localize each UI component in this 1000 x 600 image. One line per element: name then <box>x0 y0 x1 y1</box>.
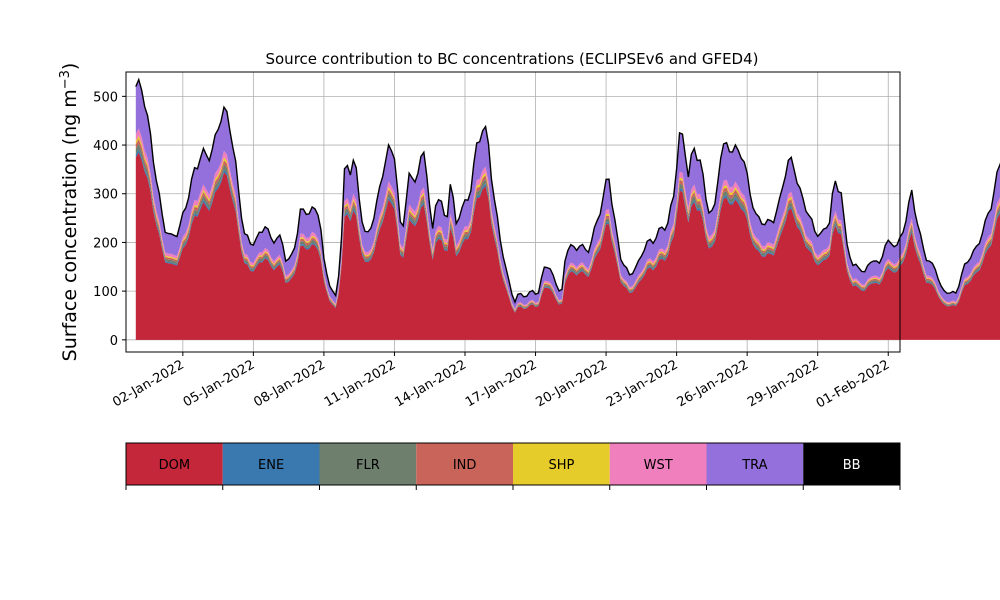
x-tick-label: 02-Jan-2022 <box>110 357 187 410</box>
legend-label-tra: TRA <box>741 458 767 473</box>
x-tick-label: 26-Jan-2022 <box>675 357 752 410</box>
legend-label-wst: WST <box>644 458 673 473</box>
area-series-dom <box>135 152 1000 340</box>
x-tick-label: 01-Feb-2022 <box>814 357 893 411</box>
x-tick-label: 11-Jan-2022 <box>322 357 399 410</box>
legend-label-bb: BB <box>843 458 861 473</box>
x-tick-label: 08-Jan-2022 <box>251 357 328 410</box>
x-tick-label: 17-Jan-2022 <box>463 357 540 410</box>
x-tick-label: 14-Jan-2022 <box>392 357 469 410</box>
y-axis-label-superscript: −3 <box>58 70 73 89</box>
area-series-tra <box>135 79 1000 310</box>
legend-swatch-wst <box>609 443 707 485</box>
y-tick-label: 100 <box>93 285 118 300</box>
y-axis-label: Surface concentration (ng m−3) <box>58 63 81 362</box>
legend-label-flr: FLR <box>356 458 380 473</box>
x-tick-label: 20-Jan-2022 <box>533 357 610 410</box>
legend-label-ind: IND <box>453 458 477 473</box>
x-tick-label: 23-Jan-2022 <box>604 357 681 410</box>
legend-swatch-bb <box>803 443 900 485</box>
plot-frame <box>125 71 901 353</box>
y-tick-label: 0 <box>110 334 118 349</box>
legend-swatch-ene <box>222 443 320 485</box>
legend-swatch-dom <box>126 443 223 485</box>
y-tick-label: 400 <box>93 139 118 154</box>
plot-area <box>126 72 1000 352</box>
legend-label-ene: ENE <box>258 458 284 473</box>
source-legend-bar: DOM ENE FLR IND SHP WST TRA BB <box>125 442 901 490</box>
y-tick-label: 300 <box>93 188 118 203</box>
x-tick-label: 05-Jan-2022 <box>181 357 258 410</box>
legend-swatch-flr <box>319 443 417 485</box>
legend-swatch-tra <box>706 443 804 485</box>
y-axis-label-main: Surface concentration (ng m <box>59 89 81 361</box>
legend-swatch-ind <box>416 443 513 485</box>
y-axis-label-close: ) <box>59 63 81 70</box>
chart-title: Source contribution to BC concentrations… <box>265 50 758 68</box>
total-concentration-line <box>135 77 1000 304</box>
y-tick-label: 500 <box>93 90 118 105</box>
y-tick-label: 200 <box>93 236 118 251</box>
x-tick-label: 29-Jan-2022 <box>745 357 822 410</box>
legend-label-dom: DOM <box>159 458 190 473</box>
legend-swatch-shp <box>513 443 610 485</box>
legend-label-shp: SHP <box>548 458 574 473</box>
